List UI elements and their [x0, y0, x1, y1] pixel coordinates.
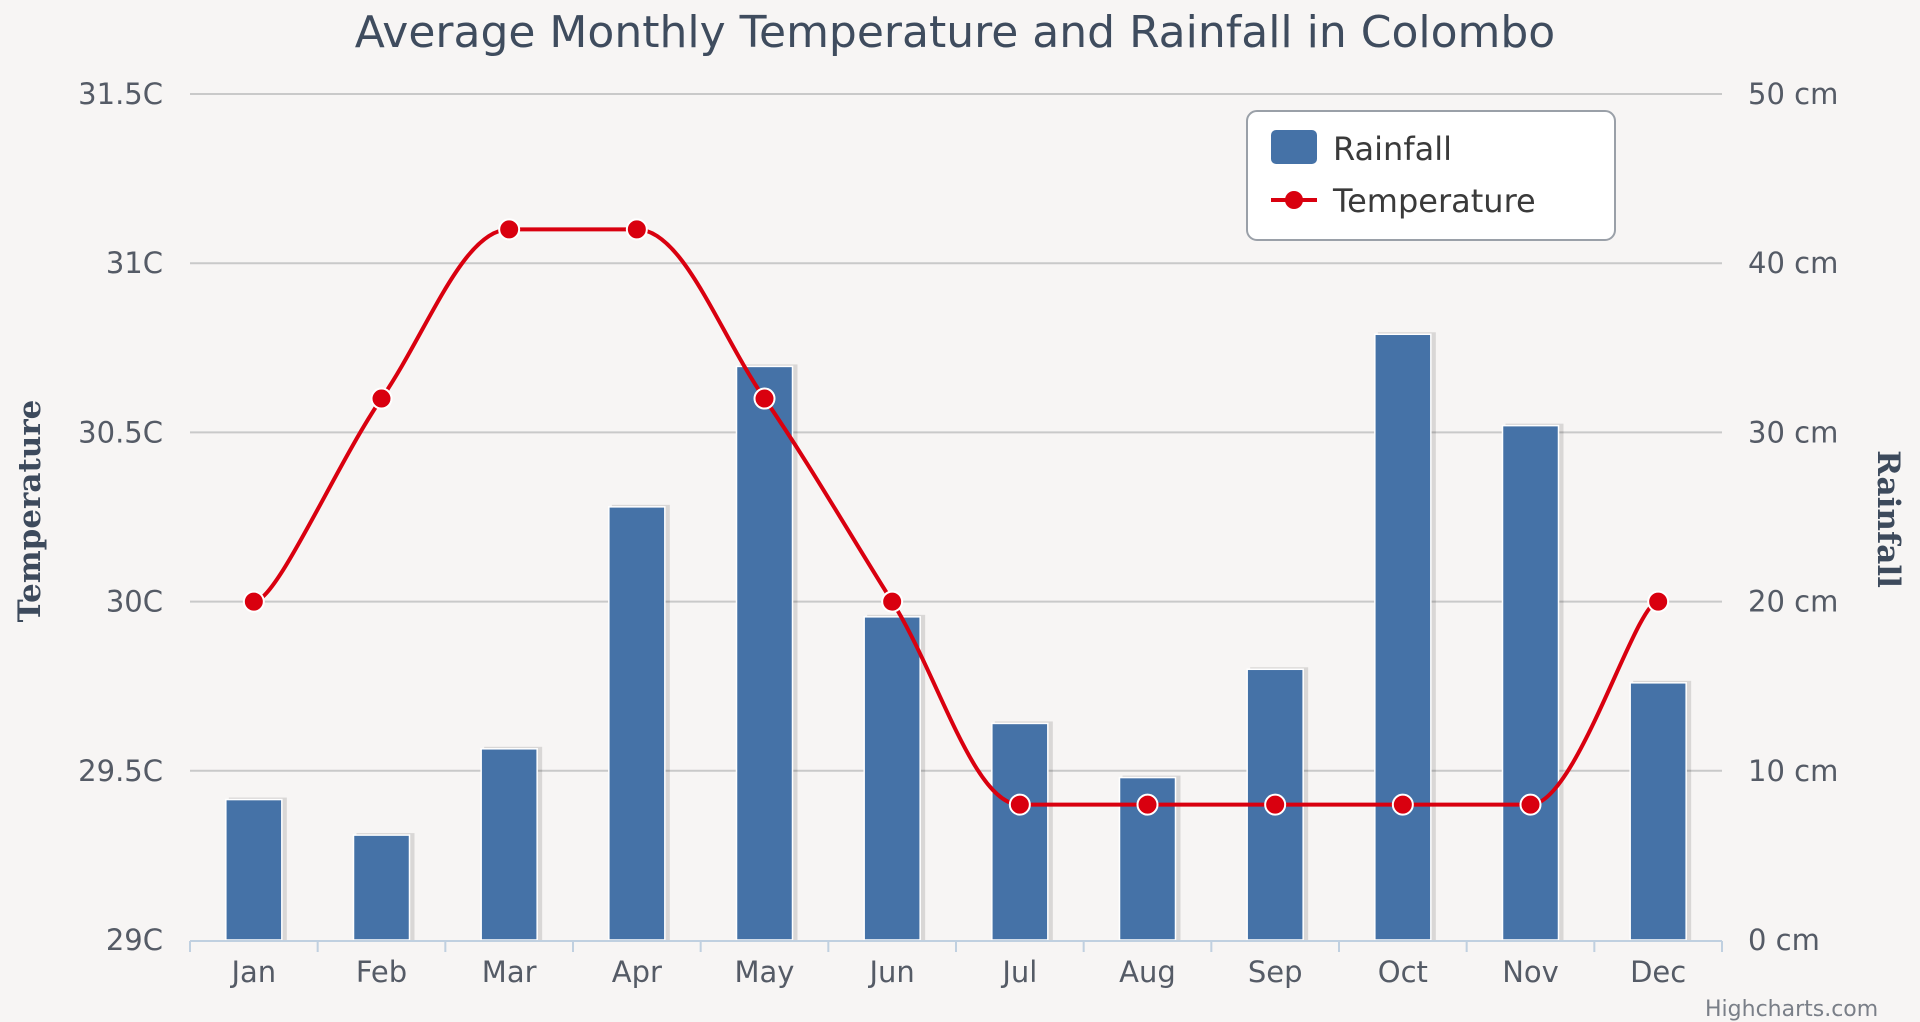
rainfall-bar — [1501, 424, 1560, 941]
legend: Rainfall Temperature — [1246, 110, 1616, 241]
rainfall-bar — [352, 834, 411, 941]
left-tick-label: 31C — [106, 246, 163, 280]
left-axis-title: Temperature — [12, 400, 48, 623]
temperature-point — [1008, 793, 1031, 816]
temperature-point — [1391, 793, 1414, 816]
temperature-point — [1136, 793, 1159, 816]
left-tick-label: 30.5C — [78, 415, 163, 449]
rainfall-series — [225, 332, 1692, 941]
temperature-series — [242, 218, 1670, 816]
rainfall-swatch-icon — [1271, 130, 1317, 164]
right-tick-label: 30 cm — [1748, 415, 1838, 449]
left-tick-label: 29.5C — [78, 754, 163, 788]
rainfall-bar — [1629, 682, 1687, 941]
x-tick-label: Nov — [1502, 955, 1559, 989]
x-tick-label: Mar — [482, 955, 537, 989]
x-tick-label: Jun — [868, 955, 915, 989]
x-axis: Jan Feb Mar Apr May Jun Jul Aug Sep Oct Nov Dec — [189, 940, 1723, 989]
temperature-point — [881, 590, 904, 613]
rainfall-bar — [735, 365, 794, 941]
x-tick-label: Sep — [1248, 955, 1303, 989]
x-tick-label: Dec — [1630, 955, 1686, 989]
temperature-point — [370, 387, 393, 410]
rainfall-bar — [863, 616, 921, 941]
right-tick-label: 0 cm — [1748, 923, 1820, 957]
x-tick-label: Jul — [1000, 955, 1037, 989]
x-tick-label: Jan — [229, 955, 276, 989]
rainfall-bar — [991, 722, 1049, 941]
rainfall-bar — [480, 748, 538, 941]
grid-lines — [190, 93, 1722, 772]
temperature-legend-marker-icon — [1285, 191, 1303, 209]
temperature-point — [753, 387, 776, 410]
left-axis: 29C 29.5C 30C 30.5C 31C 31.5C — [78, 77, 163, 957]
legend-label-rainfall: Rainfall — [1333, 130, 1452, 168]
temperature-point — [242, 590, 265, 613]
temperature-point — [1264, 793, 1287, 816]
chart-title: Average Monthly Temperature and Rainfall… — [355, 7, 1555, 58]
rainfall-bar — [1374, 333, 1432, 941]
legend-item-temperature[interactable]: Temperature — [1271, 182, 1536, 220]
chart-credit[interactable]: Highcharts.com — [1705, 997, 1878, 1022]
rainfall-bar — [225, 798, 283, 941]
right-tick-label: 10 cm — [1748, 754, 1838, 788]
x-tick-label: Oct — [1378, 955, 1428, 989]
x-tick-label: Apr — [612, 955, 662, 989]
x-tick-label: Aug — [1119, 955, 1176, 989]
right-axis-title: Rainfall — [1870, 450, 1906, 588]
left-tick-label: 29C — [106, 923, 163, 957]
right-tick-label: 50 cm — [1748, 77, 1838, 111]
right-tick-label: 20 cm — [1748, 585, 1838, 619]
rainfall-bar — [608, 506, 666, 941]
legend-item-rainfall[interactable]: Rainfall — [1271, 130, 1452, 168]
temperature-point — [498, 218, 521, 241]
x-tick-label: May — [735, 955, 795, 989]
right-tick-label: 40 cm — [1748, 246, 1838, 280]
legend-box — [1246, 110, 1616, 241]
temperature-point — [1519, 793, 1542, 816]
left-tick-label: 31.5C — [78, 77, 163, 111]
x-tick-label: Feb — [356, 955, 407, 989]
left-tick-label: 30C — [106, 585, 163, 619]
temperature-point — [625, 218, 648, 241]
legend-label-temperature: Temperature — [1332, 182, 1536, 220]
right-axis: 0 cm 10 cm 20 cm 30 cm 40 cm 50 cm — [1748, 77, 1838, 957]
temperature-point — [1647, 590, 1670, 613]
temperature-line — [253, 227, 1659, 807]
